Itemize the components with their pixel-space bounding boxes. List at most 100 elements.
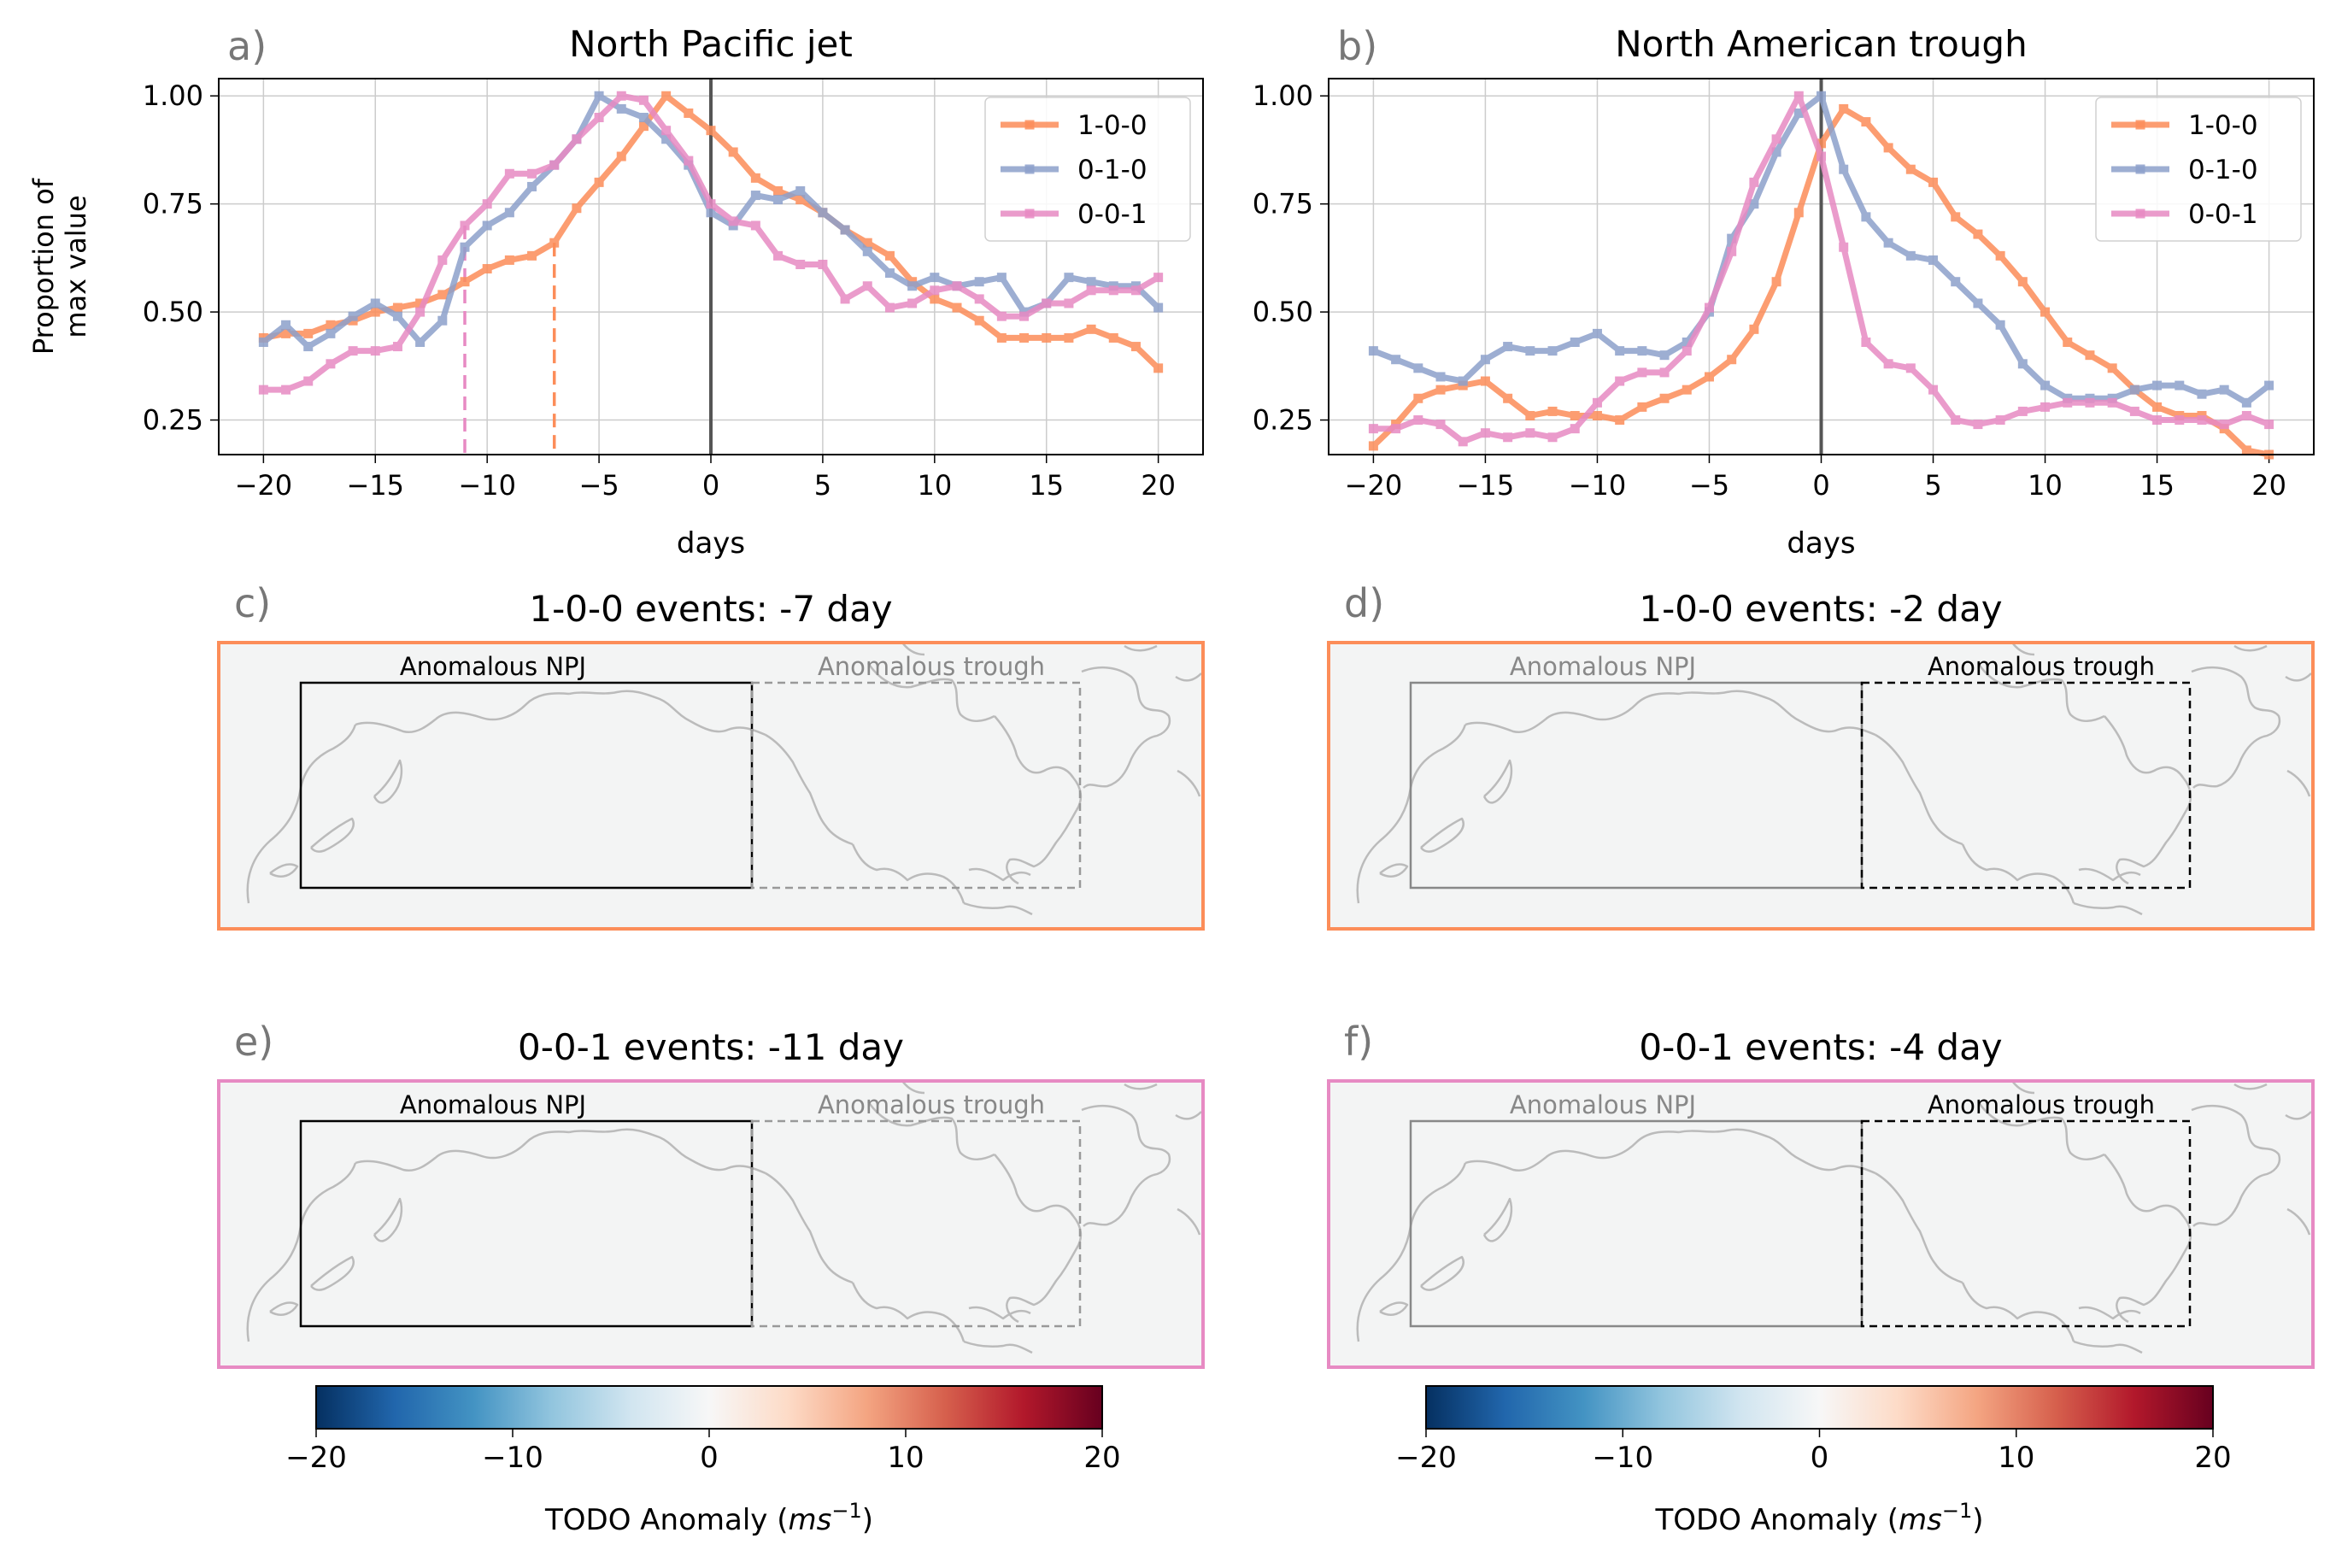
data-point [1435,372,1446,382]
npj-label: Anomalous NPJ [1510,652,1696,681]
data-point [1749,324,1759,334]
coastline [373,759,403,804]
map-panel-c: Anomalous NPJ Anomalous trough c) 1-0-0 eve… [217,580,1205,931]
trough-label: Anomalous trough [818,1090,1045,1119]
colorbar-label-suffix: ) [1972,1503,1983,1537]
data-point [1435,420,1446,430]
data-point [1108,285,1118,296]
data-point [773,185,784,196]
data-point [1130,342,1141,352]
data-point [996,311,1007,321]
data-point [1019,332,1030,343]
data-point [907,281,918,291]
colorbar-label-exponent: −1 [831,1499,861,1523]
trough-box [1860,1119,2192,1328]
npj-label: Anomalous NPJ [400,1090,586,1119]
coastline [310,1255,355,1291]
data-point [1458,376,1468,386]
legend-marker [2135,120,2145,130]
x-axis-label: days [677,526,745,561]
data-point [1883,238,1893,248]
data-point [326,328,336,338]
data-point [1637,367,1647,378]
data-point [572,203,582,214]
data-point [1749,177,1759,187]
data-point [1704,372,1714,382]
data-point [952,302,962,313]
x-axis-label: days [1787,526,1855,561]
data-point [862,246,872,256]
data-point [616,151,626,161]
data-point [1817,91,1826,101]
data-point [460,220,470,231]
data-point [1525,428,1535,438]
chart-title: North American trough [1615,23,2027,65]
data-point [1995,415,2005,426]
data-point [326,320,336,330]
coastline [269,863,299,878]
data-point [862,238,872,248]
data-point [2017,359,2028,369]
panel-letter: b) [1337,23,1377,69]
coastline [2104,1154,2192,1249]
data-point [2241,445,2251,455]
map-title: 1-0-0 events: -7 day [529,588,892,630]
data-point [1064,273,1074,283]
legend: 1-0-0 0-1-0 0-0-1 [2095,97,2302,242]
data-point [1704,302,1714,313]
data-point [2085,397,2095,408]
data-point [684,156,694,166]
data-point [504,255,514,265]
x-tick-label: −5 [579,469,619,502]
data-point [1995,320,2005,330]
colorbar-label-exponent: −1 [1942,1499,1972,1523]
data-point [1771,134,1781,144]
data-point [482,220,492,231]
data-point [1951,277,1961,287]
data-point [1727,233,1737,244]
data-point [1883,143,1893,153]
legend: 1-0-0 0-1-0 0-0-1 [984,97,1191,242]
coastline [355,1130,570,1172]
data-point [1480,355,1490,365]
y-tick-label: 0.25 [1253,404,1313,437]
data-point [281,385,291,395]
coastline [1464,1130,1680,1172]
colorbar-tick-label: 0 [1811,1441,1829,1475]
data-point [2264,380,2274,391]
data-point [549,160,560,170]
data-point [303,342,314,352]
data-point [504,168,514,179]
data-point [370,298,380,308]
data-point [1659,367,1670,378]
data-point [2152,402,2163,412]
data-point [1391,424,1401,434]
data-point [1905,250,1916,261]
y-tick-label: 0.50 [1253,296,1313,328]
data-point [482,264,492,274]
coastline [1961,1282,2075,1342]
coastline [851,843,966,904]
colorbar-gradient [315,1385,1103,1430]
colorbar-tick-label: −20 [1395,1441,1457,1475]
data-point [2017,277,2028,287]
colorbar-label: TODO Anomaly (ms−1) [1655,1499,1984,1537]
data-point [1839,164,1849,174]
data-point [2152,415,2163,426]
data-point [1368,346,1378,356]
legend-marker [2135,164,2145,174]
data-point [638,121,649,132]
y-axis-label: max value [60,195,92,338]
y-tick-label: 0.75 [143,188,203,220]
coastline [2192,1173,2264,1227]
data-point [1615,346,1625,356]
data-point [661,134,672,144]
coastline [994,715,1083,811]
map-background [1329,1081,2313,1367]
data-point [840,225,850,235]
coastlines [1356,642,2312,916]
data-point [930,294,940,304]
coastline [2116,1248,2188,1324]
map-background [1329,643,2313,929]
data-point [1861,117,1871,127]
